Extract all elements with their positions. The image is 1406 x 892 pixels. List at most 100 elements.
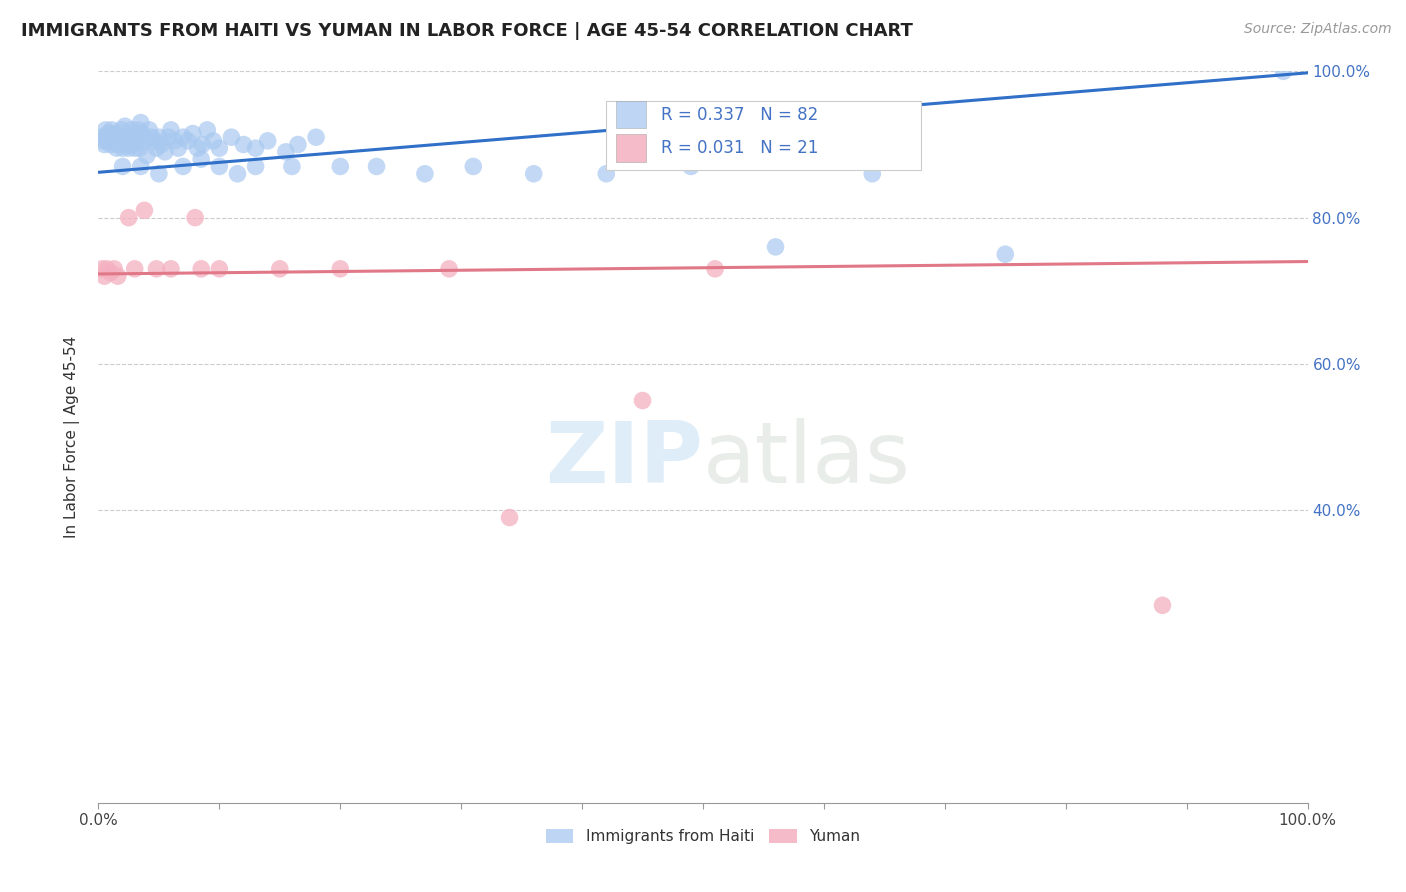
Text: ZIP: ZIP [546, 417, 703, 500]
Point [107, 269, 129, 284]
Point [145, 141, 167, 155]
Point [90, 130, 112, 145]
Point [256, 134, 278, 148]
Point [160, 123, 183, 137]
Point [274, 145, 297, 159]
Point [187, 141, 209, 155]
Point [127, 123, 149, 137]
Point [190, 261, 212, 276]
Text: R = 0.337   N = 82: R = 0.337 N = 82 [661, 105, 818, 123]
Point [122, 134, 145, 148]
Point [134, 134, 156, 148]
Point [195, 123, 218, 137]
Point [96, 130, 118, 145]
Point [1152, 599, 1174, 613]
Point [118, 130, 141, 145]
Point [141, 130, 163, 145]
Point [208, 141, 231, 155]
Point [172, 130, 194, 145]
Point [329, 160, 352, 174]
Point [245, 160, 267, 174]
Point [163, 134, 186, 148]
Point [94, 123, 117, 137]
Point [104, 127, 127, 141]
Text: IMMIGRANTS FROM HAITI VS YUMAN IN LABOR FORCE | AGE 45-54 CORRELATION CHART: IMMIGRANTS FROM HAITI VS YUMAN IN LABOR … [21, 22, 912, 40]
Point [679, 160, 702, 174]
Point [150, 137, 173, 152]
Point [269, 261, 291, 276]
Point [103, 261, 125, 276]
Point [118, 141, 141, 155]
Point [329, 261, 352, 276]
Point [111, 160, 134, 174]
Point [120, 123, 142, 137]
Point [153, 145, 176, 159]
Point [129, 115, 152, 129]
Point [93, 269, 115, 284]
Point [103, 134, 125, 148]
Point [112, 130, 135, 145]
Point [134, 203, 156, 218]
Point [366, 160, 388, 174]
Text: Source: ZipAtlas.com: Source: ZipAtlas.com [1244, 22, 1392, 37]
Point [98, 134, 121, 148]
Point [108, 134, 131, 148]
Point [115, 134, 138, 148]
Point [184, 211, 207, 225]
Point [91, 134, 114, 148]
Point [232, 137, 254, 152]
Point [226, 167, 249, 181]
Point [160, 261, 183, 276]
Point [221, 130, 243, 145]
Point [208, 160, 231, 174]
Point [93, 137, 115, 152]
Point [135, 148, 157, 162]
FancyBboxPatch shape [606, 101, 921, 170]
Point [994, 247, 1017, 261]
Point [177, 134, 200, 148]
Point [105, 141, 128, 155]
Point [118, 211, 141, 225]
Point [114, 119, 136, 133]
Point [704, 261, 727, 276]
Point [305, 130, 328, 145]
Point [181, 127, 204, 141]
Point [190, 152, 212, 166]
FancyBboxPatch shape [616, 101, 647, 128]
Point [96, 261, 118, 276]
Point [1272, 64, 1295, 78]
Point [129, 160, 152, 174]
Point [245, 141, 267, 155]
Point [437, 261, 460, 276]
Point [143, 134, 166, 148]
Point [97, 127, 120, 141]
Point [117, 137, 139, 152]
Text: atlas: atlas [703, 417, 911, 500]
Point [145, 261, 167, 276]
Point [121, 137, 143, 152]
Point [765, 240, 787, 254]
Point [91, 261, 114, 276]
Point [101, 130, 124, 145]
Point [413, 167, 436, 181]
Y-axis label: In Labor Force | Age 45-54: In Labor Force | Age 45-54 [63, 336, 80, 538]
Point [202, 134, 225, 148]
Point [167, 141, 190, 155]
Point [124, 261, 146, 276]
Point [595, 167, 617, 181]
Point [110, 123, 132, 137]
Point [148, 130, 170, 145]
Point [125, 130, 148, 145]
Text: R = 0.031   N = 21: R = 0.031 N = 21 [661, 139, 818, 157]
Point [138, 123, 160, 137]
Point [860, 167, 883, 181]
Point [631, 393, 654, 408]
Point [157, 130, 180, 145]
Point [463, 160, 485, 174]
Legend: Immigrants from Haiti, Yuman: Immigrants from Haiti, Yuman [540, 822, 866, 850]
Point [108, 130, 131, 145]
Point [111, 141, 134, 155]
Point [148, 167, 170, 181]
Point [100, 266, 122, 280]
Point [100, 123, 122, 137]
